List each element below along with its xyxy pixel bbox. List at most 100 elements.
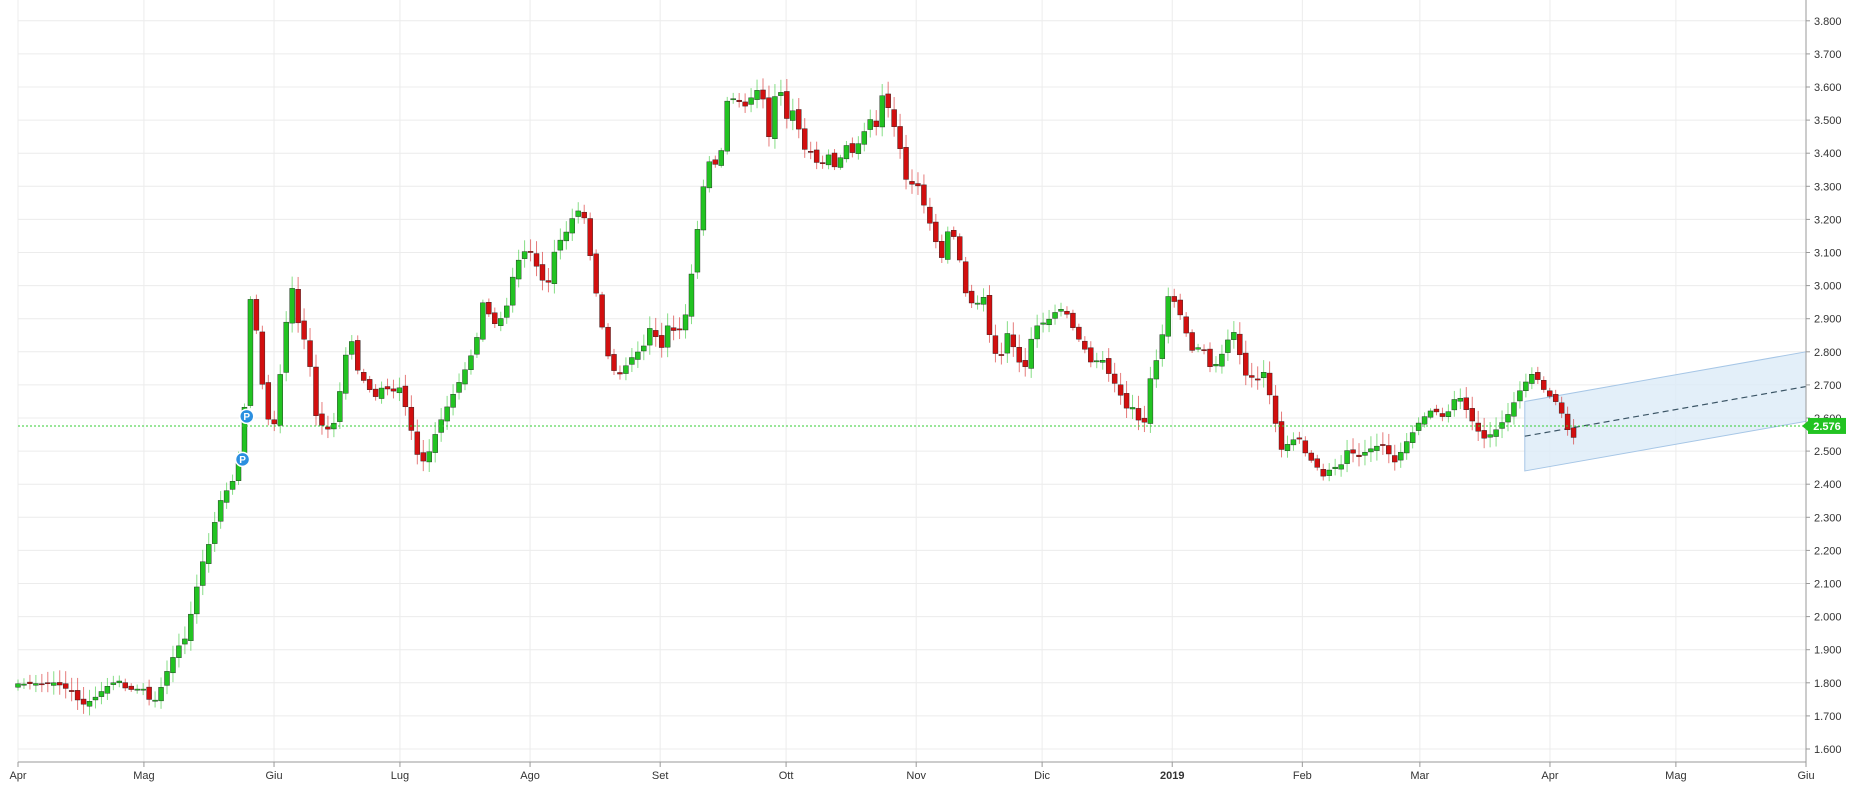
candle-body [1100,359,1106,363]
candle-body [1558,402,1565,414]
candle-body [1398,452,1404,461]
candle [1249,362,1255,388]
candle [807,141,814,160]
candle [259,325,266,390]
candle [98,681,105,705]
candle-body [945,231,951,260]
candle-body [21,683,27,686]
candle-body [1314,458,1320,468]
candle [790,98,796,131]
candle [831,149,838,171]
candle [1308,450,1315,463]
candle-body [855,143,862,154]
candle [1362,439,1368,466]
candle [694,220,701,279]
candle [605,323,611,360]
candle-body [1105,358,1112,374]
candle [1201,344,1207,355]
candle-body [933,221,939,243]
candle [146,679,152,706]
candle [426,439,432,472]
x-tick-label: Ott [779,770,794,782]
candle-body [1552,394,1559,402]
candle-body [831,152,838,168]
candle-body [378,387,385,399]
candle [933,213,939,249]
candle-body [1344,450,1350,464]
candle [819,155,826,169]
candle-body [790,110,796,121]
candle-body [194,586,200,615]
candle-body [1433,408,1440,413]
candle-body [152,699,158,702]
candle-body [802,128,808,150]
candle [1570,419,1577,445]
candle-body [51,682,57,686]
candle [956,233,963,263]
candle [1439,407,1446,422]
candle-body [1088,347,1094,363]
candle-body [1296,437,1303,440]
candle [939,234,945,263]
candle-body [211,522,218,544]
candle [384,378,391,396]
candle [515,249,522,288]
candle-body [355,340,361,371]
candle [915,172,921,195]
candle-body [521,251,528,259]
candle-body [1356,454,1362,457]
candle-body [444,406,450,422]
candle-body [1427,410,1434,418]
candle-body [605,326,611,357]
candle [1260,360,1267,388]
candle-body [921,184,927,206]
candle [1207,342,1213,373]
candle-body [1082,340,1088,350]
candle-body [730,98,736,101]
candle-body [951,230,957,237]
y-tick-label: 3.800 [1814,16,1842,28]
candle-body [1445,411,1452,417]
candle [1177,293,1183,320]
candle-body [1415,422,1422,431]
candle [1213,356,1219,373]
candle [211,511,218,552]
candle-body [712,159,719,165]
candle [825,149,832,170]
candle [134,684,140,694]
candle-body [301,320,307,340]
candle-body [134,688,140,691]
candle-body [390,388,397,392]
candle [283,311,289,382]
candle-body [1052,312,1058,319]
candle [527,239,534,262]
candle [33,674,39,693]
candle-body [140,688,146,691]
candle-body [1028,338,1034,369]
candle-body [1421,416,1428,425]
candle-body [658,335,665,348]
candle [1380,432,1386,455]
candle [1552,389,1559,406]
candle [623,357,629,381]
candle-body [1368,448,1374,453]
candle [945,226,951,264]
candle-body [879,95,885,128]
candle-body [807,151,814,153]
candle-body [68,690,75,692]
candle-body [1207,348,1213,367]
candle-body [664,325,671,348]
candle [1058,302,1064,317]
candle [909,169,915,194]
candle [360,368,367,384]
candle [748,88,754,113]
candle [509,267,516,313]
candle [658,322,665,358]
y-tick-label: 1.900 [1814,645,1842,657]
candle [706,156,713,193]
last-price-tag: 2.576 [1802,417,1846,434]
candle [1171,288,1177,308]
candle-body [1183,316,1189,334]
last-price-tag-pointer [1802,420,1808,431]
